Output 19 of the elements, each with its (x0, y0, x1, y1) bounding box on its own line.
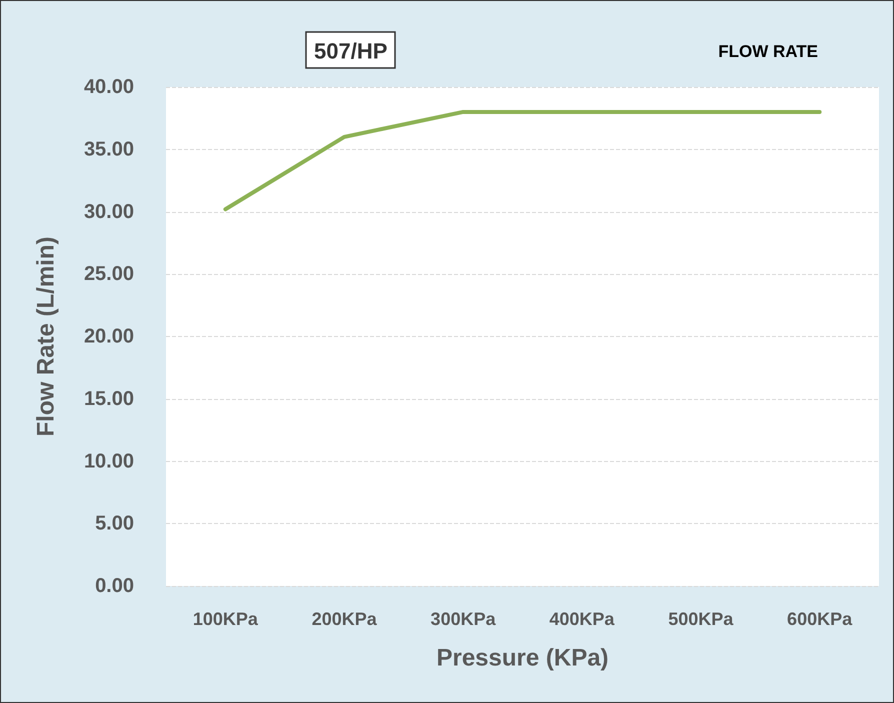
y-tick-label: 30.00 (84, 200, 134, 223)
y-tick-label: 20.00 (84, 326, 134, 348)
y-tick-label: 5.00 (95, 512, 134, 535)
y-tick-label: 35.00 (84, 138, 134, 160)
y-tick-label: 40.00 (84, 76, 134, 98)
y-tick-label: 15.00 (84, 388, 134, 410)
x-tick-label: 400KPa (549, 609, 616, 629)
chart-title: 507/HP (314, 38, 388, 64)
x-tick-label: 600KPa (787, 609, 854, 629)
x-tick-label: 500KPa (668, 609, 734, 629)
y-tick-label: 25.00 (84, 263, 134, 286)
x-tick-label: 300KPa (430, 609, 497, 629)
y-tick-label: 10.00 (84, 450, 134, 472)
x-tick-label: 100KPa (192, 609, 259, 629)
x-axis-title: Pressure (KPa) (436, 644, 609, 672)
y-axis-title: Flow Rate (L/min) (32, 236, 60, 436)
x-tick-label: 200KPa (312, 609, 378, 629)
chart-subtitle: FLOW RATE (718, 42, 818, 61)
y-tick-label: 0.00 (95, 575, 134, 597)
